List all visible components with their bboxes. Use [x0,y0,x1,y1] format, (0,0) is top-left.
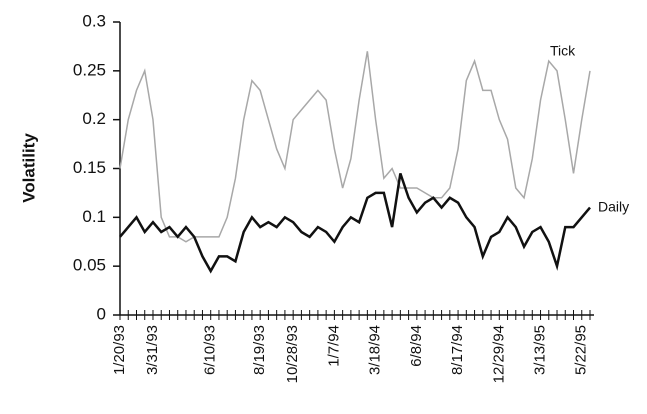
series-line [119,172,591,274]
x-tick-label: 3/13/95 [531,325,548,375]
x-tick-label: 6/10/93 [202,325,219,375]
y-tick-label: 0.1 [82,207,106,226]
series-label: Tick [550,43,576,59]
x-tick-label: 6/8/94 [408,325,425,367]
series-line [119,51,591,243]
y-tick-label: 0.2 [82,109,106,128]
x-tick-label: 1/20/93 [111,325,128,375]
y-tick-label: 0.15 [73,158,106,177]
y-tick-label: 0.05 [73,256,106,275]
y-tick-label: 0 [97,304,106,323]
x-tick-label: 12/29/94 [490,325,507,383]
x-tick-label: 8/19/93 [251,325,268,375]
x-tick-label: 8/17/94 [449,325,466,375]
x-tick-label: 3/18/94 [367,325,384,375]
x-tick-label: 3/31/93 [144,325,161,375]
y-axis-label: Volatility [19,133,38,203]
x-tick-label: 1/7/94 [325,325,342,367]
x-tick-label: 5/22/95 [573,325,590,375]
y-tick-label: 0.3 [82,11,106,30]
x-tick-label: 10/28/93 [284,325,301,383]
series-label: Daily [598,199,629,215]
y-tick-label: 0.25 [73,60,106,79]
